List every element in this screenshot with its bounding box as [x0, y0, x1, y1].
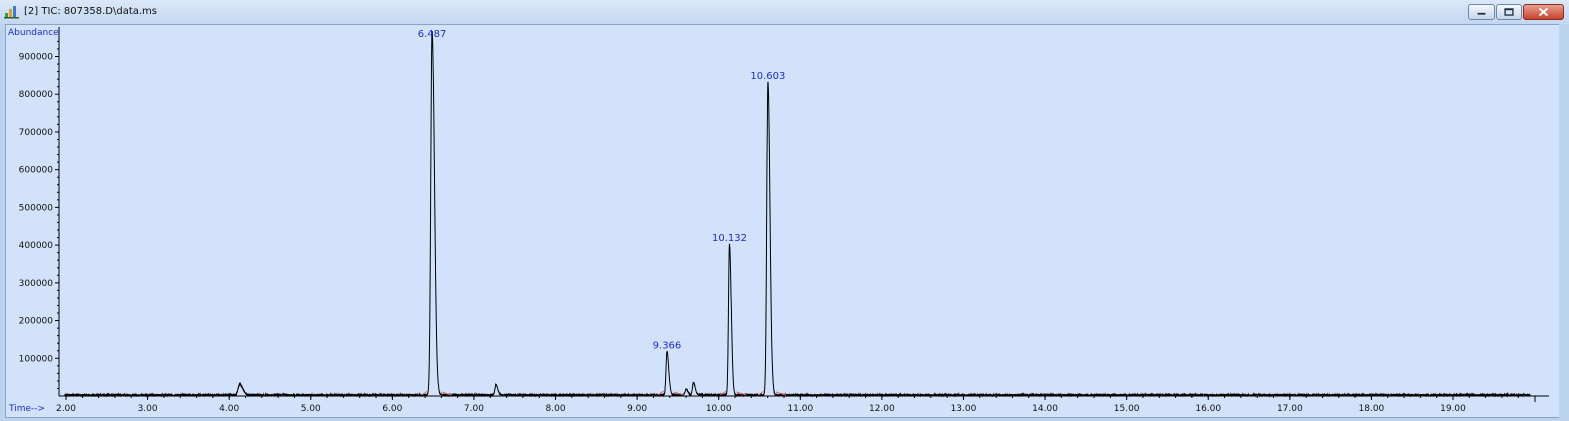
- y-tick-label: 200000: [19, 317, 54, 327]
- peak-label: 6.487: [418, 29, 447, 40]
- y-tick-label: 800000: [19, 90, 54, 100]
- y-tick-label: 300000: [19, 279, 54, 289]
- x-tick-label: 6.00: [382, 404, 402, 414]
- x-tick-label: 14.00: [1032, 404, 1058, 414]
- maximize-icon: [1504, 8, 1514, 16]
- y-axis-title: Abundance: [8, 28, 59, 38]
- peak-label: 10.132: [712, 233, 747, 244]
- x-tick-label: 16.00: [1195, 404, 1221, 414]
- y-tick-label: 100000: [19, 354, 54, 364]
- peak-start-marker: [757, 390, 765, 396]
- peak-end-marker: [441, 391, 452, 396]
- window-right-edge: [1559, 24, 1569, 421]
- plot-area[interactable]: [5, 24, 1564, 418]
- x-tick-label: 18.00: [1359, 404, 1385, 414]
- peak-end-marker: [775, 391, 787, 396]
- x-tick-label: 13.00: [951, 404, 977, 414]
- x-tick-label: 12.00: [869, 404, 895, 414]
- y-tick-label: 400000: [19, 241, 54, 251]
- minimize-button[interactable]: [1468, 4, 1495, 20]
- peak-start-marker: [657, 390, 665, 396]
- x-tick-label: 5.00: [301, 404, 321, 414]
- y-tick-label: 500000: [19, 203, 54, 213]
- x-tick-label: 8.00: [546, 404, 566, 414]
- tic-trace: [64, 31, 1531, 398]
- peak-end-marker: [736, 391, 747, 396]
- close-icon: [1538, 7, 1549, 17]
- x-axis-title: Time-->: [8, 404, 45, 414]
- x-tick-label: 9.00: [627, 404, 647, 414]
- x-tick-label: 11.00: [787, 404, 813, 414]
- chromatogram-app-icon[interactable]: [4, 4, 19, 19]
- x-tick-label: 19.00: [1440, 404, 1466, 414]
- y-tick-label: 600000: [19, 166, 54, 176]
- x-tick-label: 17.00: [1277, 404, 1303, 414]
- maximize-button[interactable]: [1496, 4, 1522, 20]
- x-tick-label: 15.00: [1114, 404, 1140, 414]
- close-button[interactable]: [1523, 4, 1564, 20]
- peak-label: 10.603: [750, 71, 785, 82]
- peak-start-marker: [720, 390, 727, 396]
- x-tick-label: 7.00: [464, 404, 484, 414]
- y-tick-label: 900000: [19, 53, 54, 63]
- y-tick-label: 700000: [19, 128, 54, 138]
- peak-start-marker: [421, 390, 429, 396]
- x-tick-label: 3.00: [138, 404, 158, 414]
- x-tick-label: 4.00: [219, 404, 239, 414]
- title-bar: [2] TIC: 807358.D\data.ms: [0, 0, 1569, 24]
- peak-label: 9.366: [653, 341, 682, 352]
- x-tick-label: 10.00: [706, 404, 732, 414]
- minimize-icon: [1477, 12, 1486, 15]
- x-tick-label: 2.00: [56, 404, 76, 414]
- peak-end-marker: [673, 391, 684, 396]
- window-title: [2] TIC: 807358.D\data.ms: [24, 6, 158, 17]
